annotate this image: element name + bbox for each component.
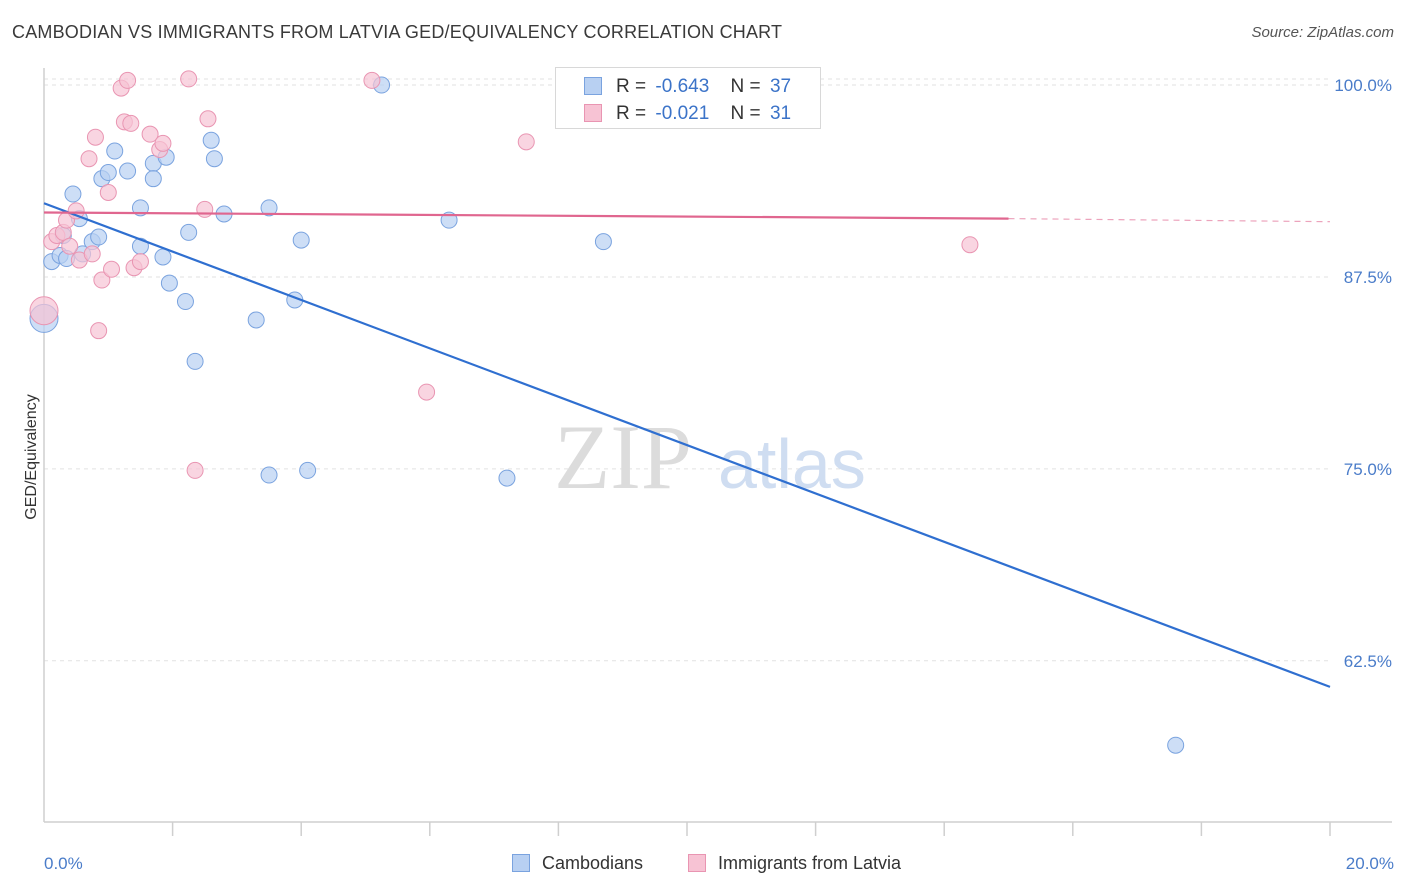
cambodian-trend-line	[43, 202, 1331, 688]
cambodian-point	[64, 185, 82, 203]
y-tick-label: 100.0%	[1334, 76, 1392, 95]
cambodian-point	[299, 461, 317, 479]
chart-source: Source: ZipAtlas.com	[1251, 24, 1394, 41]
latvia-point	[418, 383, 436, 401]
axis-layer	[43, 68, 1392, 836]
latvia-point	[141, 125, 159, 143]
latvia-point	[29, 296, 59, 326]
cambodian-point	[176, 293, 194, 311]
latvia-point	[90, 322, 108, 340]
y-axis-label: GED/Equivalency	[23, 394, 40, 519]
y-tick-label: 75.0%	[1344, 460, 1392, 479]
latvia-point	[103, 260, 121, 278]
series-swatch-blue	[512, 854, 530, 872]
cambodian-point	[205, 150, 223, 168]
correlation-legend: R = -0.643 N = 37 R = -0.021 N = 31	[555, 67, 821, 129]
latvia-point	[199, 110, 217, 128]
legend-n-value: 37	[769, 76, 792, 97]
legend-row-cambodians: R = -0.643 N = 37	[556, 74, 820, 100]
series-swatch-pink	[688, 854, 706, 872]
chart-title: CAMBODIAN VS IMMIGRANTS FROM LATVIA GED/…	[12, 22, 783, 42]
watermark-zip: ZIP	[554, 406, 692, 508]
latvia-point	[99, 184, 117, 202]
label-layer: 100.0% 87.5% 75.0% 62.5% 0.0% 20.0% GED/Equiva…	[23, 76, 1394, 873]
legend-n-label: N =	[730, 76, 761, 97]
watermark-atlas: atlas	[718, 425, 866, 503]
grid-layer	[44, 78, 1330, 662]
series-label: Cambodians	[542, 853, 644, 873]
cambodian-point	[292, 231, 310, 249]
x-tick-label: 20.0%	[1346, 854, 1394, 873]
cambodian-point	[260, 199, 278, 217]
cambodian-point	[186, 352, 204, 370]
cambodian-point	[202, 131, 220, 149]
latvia-point	[80, 150, 98, 168]
cambodian-point	[90, 228, 108, 246]
latvia-point	[131, 253, 149, 271]
cambodian-point	[180, 223, 198, 241]
legend-text: R = -0.643 N = 37	[616, 76, 791, 98]
cambodian-point	[99, 164, 117, 182]
cambodian-point	[154, 248, 172, 266]
cambodian-point	[106, 142, 124, 160]
legend-swatch-pink	[584, 104, 602, 122]
cambodian-point	[594, 233, 612, 251]
points-layer	[29, 70, 1185, 754]
latvia-point	[61, 237, 79, 255]
cambodian-point	[1167, 736, 1185, 754]
latvia-point	[186, 461, 204, 479]
cambodian-point	[247, 311, 265, 329]
legend-r-value: -0.643	[655, 76, 710, 97]
latvia-point	[961, 236, 979, 254]
legend-text: R = -0.021 N = 31	[616, 103, 791, 125]
watermark: ZIP atlas	[554, 406, 866, 508]
latvia-point	[196, 200, 214, 218]
legend-r-label: R =	[616, 103, 647, 124]
latvia-point	[154, 134, 172, 152]
cambodian-point	[498, 469, 516, 487]
y-tick-label: 87.5%	[1344, 268, 1392, 287]
legend-swatch-blue	[584, 77, 602, 95]
legend-n-label: N =	[730, 103, 761, 124]
latvia-point	[180, 70, 198, 88]
latvia-trend-extension	[1008, 218, 1331, 223]
x-tick-label: 0.0%	[44, 854, 83, 873]
latvia-point	[86, 128, 104, 146]
latvia-point	[93, 271, 111, 289]
latvia-point	[83, 245, 101, 263]
series-legend: Cambodians Immigrants from Latvia	[0, 852, 1406, 878]
trend-layer	[43, 202, 1331, 688]
cambodian-point	[131, 199, 149, 217]
y-tick-label: 62.5%	[1344, 652, 1392, 671]
legend-r-label: R =	[616, 76, 647, 97]
legend-row-latvia: R = -0.021 N = 31	[556, 101, 820, 127]
legend-n-value: 31	[769, 103, 792, 124]
latvia-point	[363, 71, 381, 89]
latvia-point	[119, 71, 137, 89]
cambodian-point	[260, 466, 278, 484]
latvia-point	[517, 133, 535, 151]
cambodian-point	[144, 170, 162, 188]
series-label: Immigrants from Latvia	[718, 853, 902, 873]
latvia-trend-line	[43, 211, 1009, 220]
legend-r-value: -0.021	[655, 103, 710, 124]
cambodian-point	[160, 274, 178, 292]
cambodian-point	[119, 162, 137, 180]
latvia-point	[122, 114, 140, 132]
